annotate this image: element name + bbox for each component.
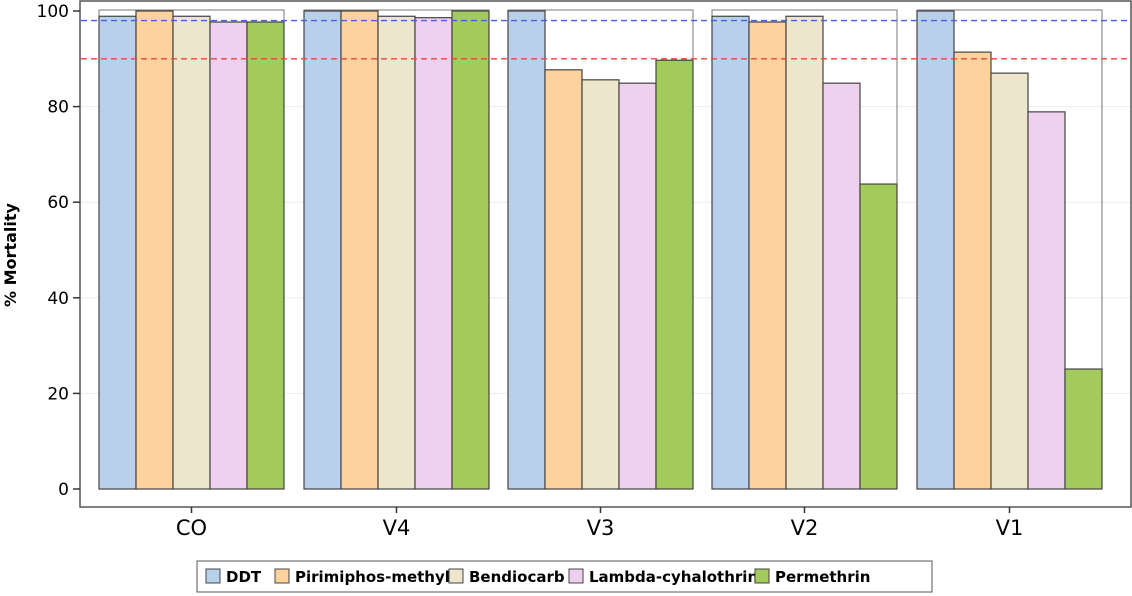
bar-CO-bendiocarb xyxy=(172,15,211,490)
legend-label: Permethrin xyxy=(775,568,870,586)
bar-CO-pirimiphos-methyl xyxy=(135,10,174,490)
legend-swatch-permethrin xyxy=(754,568,770,584)
y-tick-label: 80 xyxy=(47,98,69,118)
legend-label: Bendiocarb xyxy=(469,568,565,586)
bar-V4-permethrin xyxy=(451,10,490,490)
bar-CO-lambda-cyhalothrin xyxy=(209,21,248,490)
y-tick-label: 20 xyxy=(47,384,69,404)
bar-V2-pirimiphos-methyl xyxy=(748,21,787,490)
bar-V3-bendiocarb xyxy=(581,79,620,490)
x-tick-label: V1 xyxy=(996,516,1024,540)
bar-V2-permethrin xyxy=(859,183,898,490)
legend-swatch-bendiocarb xyxy=(448,568,464,584)
y-tick-label: 0 xyxy=(58,480,69,500)
legend-swatch-ddt xyxy=(205,568,221,584)
legend-swatch-lambda-cyhalothrin xyxy=(568,568,584,584)
bar-V2-ddt xyxy=(711,15,750,490)
bar-CO-ddt xyxy=(98,15,137,490)
bar-V1-bendiocarb xyxy=(990,72,1029,490)
bar-V1-permethrin xyxy=(1064,368,1103,490)
bar-V3-lambda-cyhalothrin xyxy=(618,82,657,490)
legend-label: Lambda-cyhalothrin xyxy=(589,568,758,586)
bar-V3-ddt xyxy=(507,10,546,490)
bar-V4-pirimiphos-methyl xyxy=(340,10,379,490)
legend-label: Pirimiphos-methyl xyxy=(295,568,450,586)
x-tick-label: CO xyxy=(176,516,207,540)
x-tick-label: V2 xyxy=(791,516,819,540)
legend-box xyxy=(196,560,933,593)
y-tick-label: 40 xyxy=(47,289,69,309)
bar-V4-ddt xyxy=(303,10,342,490)
y-tick-label: 100 xyxy=(37,2,69,22)
bar-V4-lambda-cyhalothrin xyxy=(414,17,453,490)
bar-CO-permethrin xyxy=(246,21,285,490)
legend-swatch-pirimiphos-methyl xyxy=(274,568,290,584)
bar-V1-pirimiphos-methyl xyxy=(953,51,992,490)
y-axis-label: % Mortality xyxy=(1,202,20,306)
bar-V3-pirimiphos-methyl xyxy=(544,69,583,490)
plot-frame xyxy=(79,0,1132,508)
bar-V1-ddt xyxy=(916,10,955,490)
x-tick-label: V4 xyxy=(383,516,411,540)
legend-label: DDT xyxy=(226,568,262,586)
bar-V2-bendiocarb xyxy=(785,15,824,490)
bar-V4-bendiocarb xyxy=(377,15,416,490)
bar-V2-lambda-cyhalothrin xyxy=(822,82,861,490)
bar-V3-permethrin xyxy=(655,59,694,490)
bar-V1-lambda-cyhalothrin xyxy=(1027,111,1066,490)
x-tick-label: V3 xyxy=(587,516,615,540)
y-tick-label: 60 xyxy=(47,193,69,213)
